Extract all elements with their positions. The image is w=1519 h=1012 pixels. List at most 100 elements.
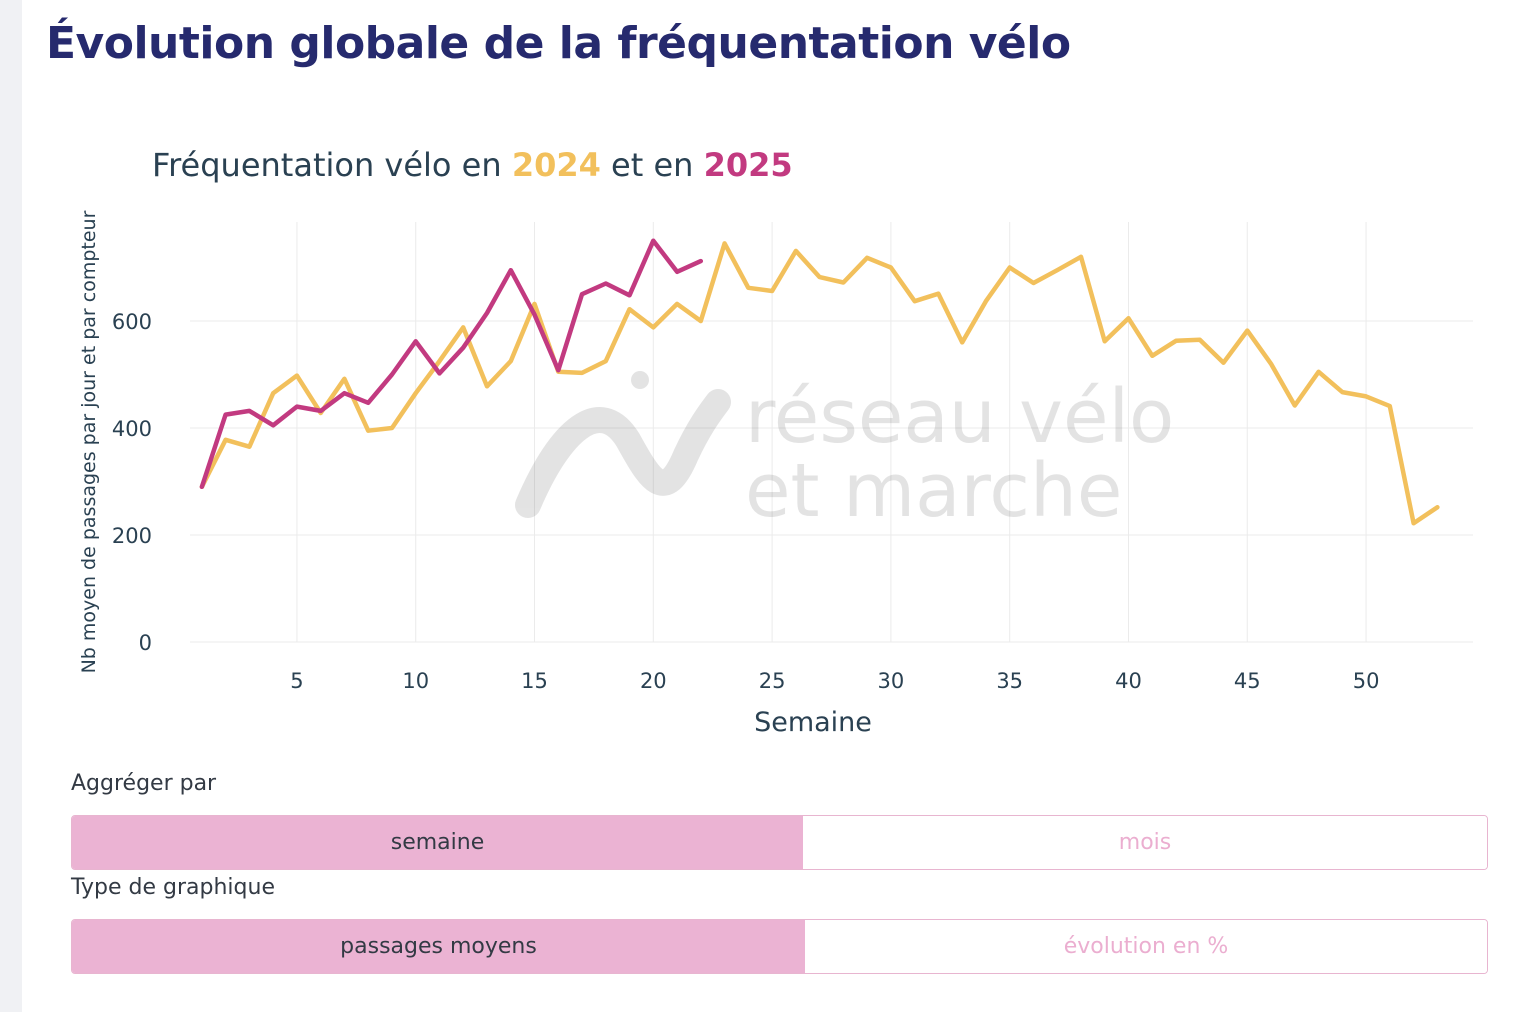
point-2024-w42[interactable] [1170, 335, 1182, 347]
point-2024-w35[interactable] [1004, 262, 1016, 274]
point-2024-w8[interactable] [362, 425, 374, 437]
point-2025-w16[interactable] [552, 364, 564, 376]
point-2025-w6[interactable] [315, 405, 327, 417]
point-2025-w8[interactable] [362, 397, 374, 409]
point-2025-w5[interactable] [291, 401, 303, 413]
point-2025-w19[interactable] [624, 289, 636, 301]
point-2024-w17[interactable] [576, 367, 588, 379]
point-2024-w51[interactable] [1384, 400, 1396, 412]
point-2024-w50[interactable] [1360, 390, 1372, 402]
watermark: réseau vélo et marche [515, 371, 1174, 534]
point-2024-w43[interactable] [1194, 334, 1206, 346]
point-2024-w24[interactable] [742, 282, 754, 294]
point-2024-w45[interactable] [1241, 325, 1253, 337]
y-axis-title: Nb moyen de passages par jour et par com… [78, 210, 100, 673]
point-2025-w13[interactable] [481, 307, 493, 319]
point-2024-w13[interactable] [481, 380, 493, 392]
point-2025-w22[interactable] [695, 255, 707, 267]
point-2024-w7[interactable] [338, 373, 350, 385]
chart-type-label: Type de graphique [71, 875, 275, 900]
point-2024-w36[interactable] [1028, 277, 1040, 289]
point-2024-w26[interactable] [790, 245, 802, 257]
point-2024-w27[interactable] [814, 271, 826, 283]
point-2024-w34[interactable] [980, 295, 992, 307]
aggregate-option-mois[interactable]: mois [803, 816, 1487, 869]
point-2024-w23[interactable] [719, 237, 731, 249]
chart-title-year-2025: 2025 [703, 146, 793, 184]
point-2025-w12[interactable] [457, 342, 469, 354]
watermark-text-line2: et marche [745, 448, 1122, 534]
point-2024-w31[interactable] [909, 295, 921, 307]
point-2024-w53[interactable] [1431, 501, 1443, 513]
point-2025-w15[interactable] [529, 309, 541, 321]
point-2024-w29[interactable] [861, 252, 873, 264]
y-tick-label-200: 200 [112, 524, 152, 548]
point-2024-w41[interactable] [1146, 350, 1158, 362]
aggregate-toggle[interactable]: semaine mois [71, 815, 1488, 870]
point-2024-w3[interactable] [243, 441, 255, 453]
series-line-2025[interactable] [199, 238, 704, 490]
point-2025-w20[interactable] [647, 235, 659, 247]
x-tick-label-15: 15 [521, 669, 548, 693]
point-2025-w18[interactable] [600, 278, 612, 290]
point-2024-w38[interactable] [1075, 251, 1087, 263]
x-tick-label-40: 40 [1115, 669, 1142, 693]
point-2025-w2[interactable] [220, 409, 232, 421]
point-2024-w21[interactable] [671, 298, 683, 310]
point-2024-w25[interactable] [766, 285, 778, 297]
point-2024-w30[interactable] [885, 262, 897, 274]
point-2024-w28[interactable] [837, 277, 849, 289]
frequentation-line-chart[interactable]: réseau vélo et marche 0 200 400 600 5 10 15 20… [0, 0, 1519, 760]
point-2024-w2[interactable] [220, 434, 232, 446]
y-tick-label-600: 600 [112, 310, 152, 334]
y-tick-label-0: 0 [139, 631, 152, 655]
chart-type-toggle[interactable]: passages moyens évolution en % [71, 919, 1488, 974]
point-2024-w52[interactable] [1408, 517, 1420, 529]
point-2024-w47[interactable] [1289, 400, 1301, 412]
chart-type-option-passages-moyens[interactable]: passages moyens [72, 920, 805, 973]
x-tick-label-30: 30 [878, 669, 905, 693]
point-2024-w4[interactable] [267, 387, 279, 399]
point-2024-w9[interactable] [386, 422, 398, 434]
aggregate-label: Aggréger par [71, 771, 217, 796]
point-2025-w9[interactable] [386, 369, 398, 381]
point-2024-w33[interactable] [956, 336, 968, 348]
point-2025-w1[interactable] [196, 481, 208, 493]
point-2024-w49[interactable] [1336, 386, 1348, 398]
point-2025-w21[interactable] [671, 266, 683, 278]
x-tick-label-10: 10 [402, 669, 429, 693]
point-2024-w46[interactable] [1265, 358, 1277, 370]
series-line-2024[interactable] [199, 241, 1440, 526]
point-2025-w3[interactable] [243, 405, 255, 417]
point-2024-w19[interactable] [624, 303, 636, 315]
chart-title-year-2024: 2024 [511, 146, 601, 184]
point-2024-w32[interactable] [932, 288, 944, 300]
point-2024-w22[interactable] [695, 315, 707, 327]
point-2025-w10[interactable] [410, 335, 422, 347]
point-2025-w4[interactable] [267, 419, 279, 431]
y-axis-ticks: 0 200 400 600 [112, 310, 152, 655]
page-title: Évolution globale de la fréquentation vé… [46, 18, 1071, 69]
watermark-text-line1: réseau vélo [745, 374, 1174, 460]
point-2024-w12[interactable] [457, 321, 469, 333]
x-tick-label-50: 50 [1353, 669, 1380, 693]
point-2024-w14[interactable] [505, 355, 517, 367]
point-2025-w17[interactable] [576, 288, 588, 300]
chart-type-option-evolution[interactable]: évolution en % [805, 920, 1487, 973]
point-2024-w48[interactable] [1313, 366, 1325, 378]
chart-title-prefix: Fréquentation vélo en [152, 146, 512, 184]
point-2024-w37[interactable] [1051, 264, 1063, 276]
series-lines [196, 235, 1443, 529]
aggregate-option-semaine[interactable]: semaine [72, 816, 803, 869]
point-2024-w20[interactable] [647, 321, 659, 333]
point-2025-w7[interactable] [338, 387, 350, 399]
point-2024-w40[interactable] [1123, 312, 1135, 324]
point-2025-w14[interactable] [505, 264, 517, 276]
watermark-logo [515, 389, 731, 518]
point-2025-w11[interactable] [434, 367, 446, 379]
point-2024-w39[interactable] [1099, 335, 1111, 347]
point-2024-w44[interactable] [1218, 357, 1230, 369]
point-2024-w18[interactable] [600, 355, 612, 367]
point-2024-w10[interactable] [410, 387, 422, 399]
point-2024-w5[interactable] [291, 370, 303, 382]
